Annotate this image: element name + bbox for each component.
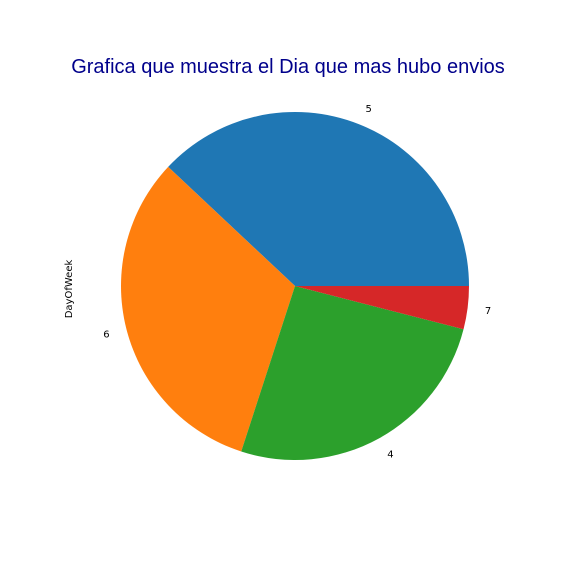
chart-title: Grafica que muestra el Dia que mas hubo …: [71, 56, 505, 78]
pie-slices: [120, 111, 470, 460]
pie-label-4: 4: [387, 450, 393, 461]
pie-slice-4: [241, 286, 464, 460]
pie-label-6: 6: [103, 330, 109, 341]
y-axis-label: DayOfWeek: [64, 260, 75, 319]
pie-slice-6: [120, 166, 295, 452]
pie-slice-5: [168, 111, 470, 287]
pie-slice-labels: 5 6 4 7: [103, 104, 491, 461]
pie-label-5: 5: [365, 104, 371, 115]
pie-slice-7: [295, 286, 469, 330]
pie-label-7: 7: [485, 306, 491, 317]
